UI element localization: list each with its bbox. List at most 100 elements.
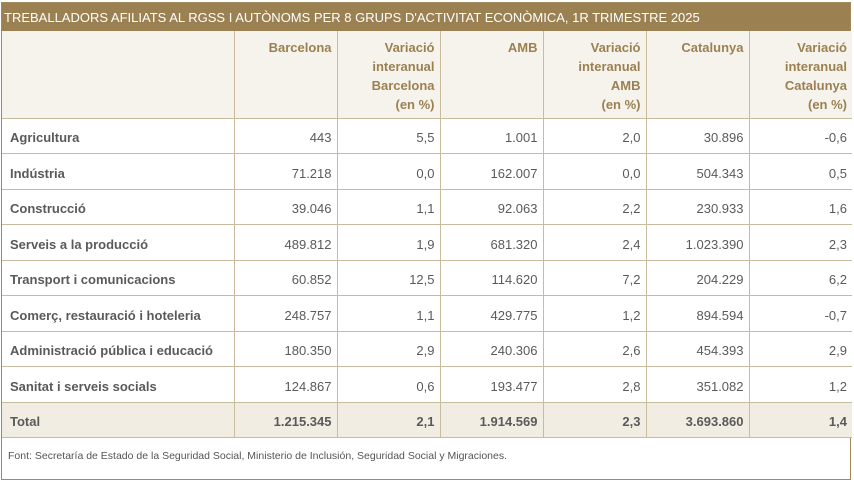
table-cell: 2,3 bbox=[543, 402, 647, 438]
header-row: Barcelona Variació interanual Barcelona (en … bbox=[2, 31, 852, 119]
header-cell: AMB bbox=[440, 31, 544, 119]
header-text: (en %) bbox=[808, 97, 847, 112]
table-cell: 7,2 bbox=[543, 260, 647, 296]
table-row: Transport i comunicacions 60.852 12,5 114.6… bbox=[2, 260, 852, 296]
row-label: Transport i comunicacions bbox=[2, 260, 235, 296]
table-cell: 230.933 bbox=[646, 189, 750, 225]
header-text: AMB bbox=[610, 78, 641, 93]
table-cell: 162.007 bbox=[440, 153, 544, 190]
header-text: Variació bbox=[590, 40, 641, 55]
table-cell: 2,8 bbox=[543, 366, 647, 403]
table-cell: 71.218 bbox=[234, 153, 338, 190]
table-title: TREBALLADORS AFILIATS AL RGSS I AUTÒNOMS… bbox=[2, 3, 850, 31]
table-cell: 0,6 bbox=[337, 366, 441, 403]
table-cell: 504.343 bbox=[646, 153, 750, 190]
header-text: (en %) bbox=[395, 97, 435, 112]
table-cell: 1,1 bbox=[337, 189, 441, 225]
header-text: Barcelona bbox=[371, 78, 435, 93]
table-cell: 1,2 bbox=[543, 295, 647, 332]
table-cell: 1.023.390 bbox=[646, 224, 750, 261]
header-text: Barcelona bbox=[268, 40, 332, 55]
table-cell: 60.852 bbox=[234, 260, 338, 296]
table-row: Construcció 39.046 1,1 92.063 2,2 230.933 1,6 bbox=[2, 189, 852, 225]
header-text: interanual bbox=[784, 59, 847, 74]
header-text: interanual bbox=[372, 59, 435, 74]
header-cell: Barcelona bbox=[234, 31, 338, 119]
table-cell: 454.393 bbox=[646, 331, 750, 367]
header-cell: Variació interanual Barcelona (en %) bbox=[337, 31, 441, 119]
table-body: Agricultura 443 5,5 1.001 2,0 30.896 -0,6 Indús… bbox=[2, 118, 852, 438]
header-text: interanual bbox=[578, 59, 641, 74]
table-cell: 429.775 bbox=[440, 295, 544, 332]
table-cell: 443 bbox=[234, 118, 338, 154]
row-label: Serveis a la producció bbox=[2, 224, 235, 261]
row-label: Sanitat i serveis socials bbox=[2, 366, 235, 403]
header-text: Catalunya bbox=[784, 78, 847, 93]
table-cell: 193.477 bbox=[440, 366, 544, 403]
table-cell: 894.594 bbox=[646, 295, 750, 332]
table-cell: 248.757 bbox=[234, 295, 338, 332]
table-row: Agricultura 443 5,5 1.001 2,0 30.896 -0,6 bbox=[2, 118, 852, 154]
table-cell: 6,2 bbox=[749, 260, 852, 296]
table-row: Indústria 71.218 0,0 162.007 0,0 504.343 0,5 bbox=[2, 153, 852, 190]
header-cell: Variació interanual AMB (en %) bbox=[543, 31, 647, 119]
table-cell: 2,1 bbox=[337, 402, 441, 438]
row-label: Indústria bbox=[2, 153, 235, 190]
table-cell: 1,4 bbox=[749, 402, 852, 438]
table-cell: 39.046 bbox=[234, 189, 338, 225]
table-row: Sanitat i serveis socials 124.867 0,6 193.4… bbox=[2, 366, 852, 403]
table-cell: 0,0 bbox=[337, 153, 441, 190]
table-cell: 1,9 bbox=[337, 224, 441, 261]
table-cell: 1.914.569 bbox=[440, 402, 544, 438]
row-label: Comerç, restauració i hoteleria bbox=[2, 295, 235, 332]
table-row: Administració pública i educació 180.350 2… bbox=[2, 331, 852, 367]
table-cell: -0,6 bbox=[749, 118, 852, 154]
table-cell: 351.082 bbox=[646, 366, 750, 403]
header-text: Variació bbox=[384, 40, 435, 55]
table-cell: 124.867 bbox=[234, 366, 338, 403]
table-cell: 1.215.345 bbox=[234, 402, 338, 438]
table-cell: 0,0 bbox=[543, 153, 647, 190]
table-cell: 1,2 bbox=[749, 366, 852, 403]
table-row: Comerç, restauració i hoteleria 248.757 1,… bbox=[2, 295, 852, 332]
table-cell: 2,9 bbox=[337, 331, 441, 367]
total-row: Total 1.215.345 2,1 1.914.569 2,3 3.693.860 1,… bbox=[2, 402, 852, 438]
table-cell: 114.620 bbox=[440, 260, 544, 296]
table-cell: 5,5 bbox=[337, 118, 441, 154]
data-table: Barcelona Variació interanual Barcelona (en … bbox=[2, 31, 852, 438]
table-cell: 1.001 bbox=[440, 118, 544, 154]
table-cell: 92.063 bbox=[440, 189, 544, 225]
header-cell-label bbox=[2, 31, 235, 119]
source-note: Font: Secretaría de Estado de la Segurid… bbox=[8, 450, 508, 462]
header-cell: Variació interanual Catalunya (en %) bbox=[749, 31, 852, 119]
header-text: (en %) bbox=[601, 97, 641, 112]
header-text: AMB bbox=[507, 40, 538, 55]
header-text: Catalunya bbox=[681, 40, 744, 55]
table-cell: 0,5 bbox=[749, 153, 852, 190]
row-label: Agricultura bbox=[2, 118, 235, 154]
table-cell: 1,6 bbox=[749, 189, 852, 225]
row-label: Total bbox=[2, 402, 235, 438]
table-cell: 489.812 bbox=[234, 224, 338, 261]
table-cell: 204.229 bbox=[646, 260, 750, 296]
table-cell: 2,2 bbox=[543, 189, 647, 225]
table-cell: 12,5 bbox=[337, 260, 441, 296]
table-cell: 240.306 bbox=[440, 331, 544, 367]
table-cell: 2,9 bbox=[749, 331, 852, 367]
table-cell: 30.896 bbox=[646, 118, 750, 154]
table-cell: 2,4 bbox=[543, 224, 647, 261]
row-label: Administració pública i educació bbox=[2, 331, 235, 367]
table-cell: -0,7 bbox=[749, 295, 852, 332]
table-cell: 2,6 bbox=[543, 331, 647, 367]
table-cell: 2,3 bbox=[749, 224, 852, 261]
table-cell: 3.693.860 bbox=[646, 402, 750, 438]
table-cell: 681.320 bbox=[440, 224, 544, 261]
header-text: Variació bbox=[797, 40, 847, 55]
row-label: Construcció bbox=[2, 189, 235, 225]
table-cell: 2,0 bbox=[543, 118, 647, 154]
table-cell: 180.350 bbox=[234, 331, 338, 367]
header-cell: Catalunya bbox=[646, 31, 750, 119]
table-row: Serveis a la producció 489.812 1,9 681.320 2… bbox=[2, 224, 852, 261]
table-cell: 1,1 bbox=[337, 295, 441, 332]
